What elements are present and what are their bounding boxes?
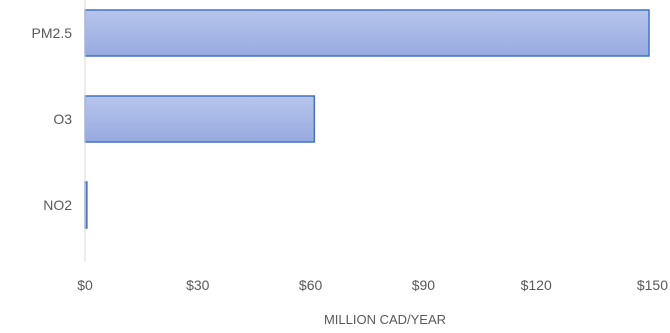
x-tick-label: $120 <box>521 277 552 293</box>
x-axis-title: MILLION CAD/YEAR <box>324 312 446 327</box>
x-tick-label: $90 <box>412 277 436 293</box>
category-label: NO2 <box>43 197 72 213</box>
x-tick-label: $0 <box>77 277 93 293</box>
category-label: O3 <box>53 111 72 127</box>
x-tick-label: $150 <box>637 277 668 293</box>
bar-o3 <box>84 95 316 143</box>
category-label: PM2.5 <box>32 25 73 41</box>
x-tick-label: $30 <box>186 277 210 293</box>
category-labels: PM2.5 O3 NO2 <box>32 25 73 213</box>
x-tick-label: $60 <box>299 277 323 293</box>
bars <box>84 9 650 229</box>
x-tick-labels: $0 $30 $60 $90 $120 $150 <box>77 277 668 293</box>
bar-pm2-5 <box>84 9 650 57</box>
